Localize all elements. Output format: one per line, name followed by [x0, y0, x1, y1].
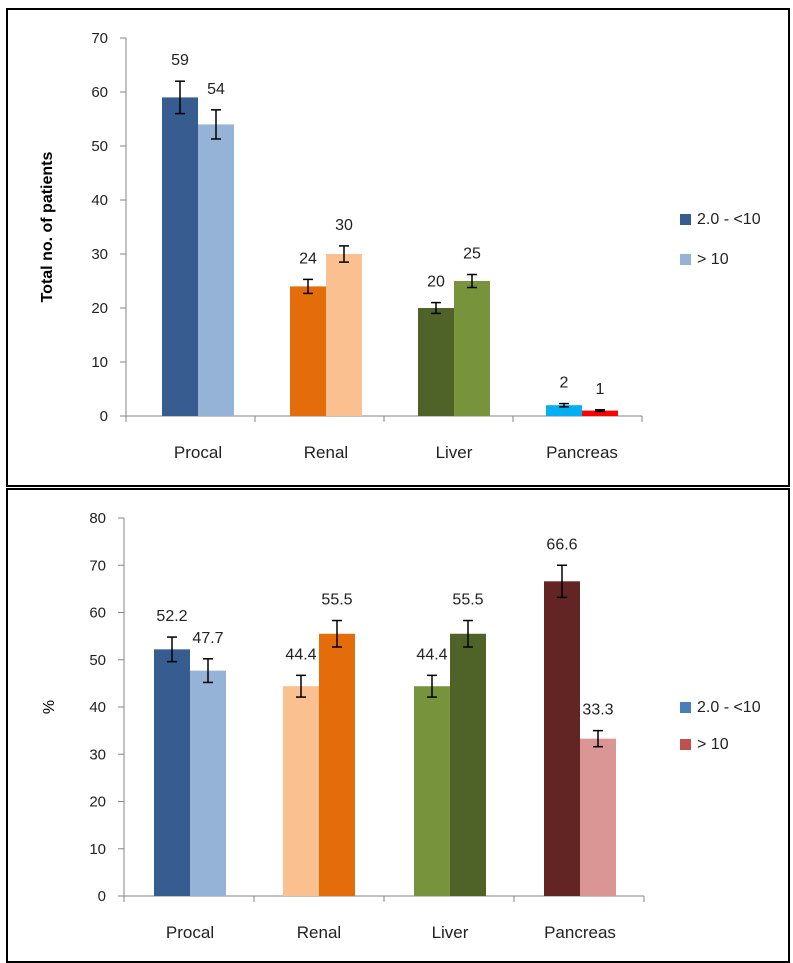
data-label: 1 [596, 381, 605, 398]
y-tick-label: 50 [89, 652, 106, 669]
chart-bottom-svg: 0 10 20 30 40 50 60 70 80 Procal Renal Liver Pancrea… [41, 510, 761, 942]
data-label: 20 [427, 274, 445, 291]
bar [290, 286, 326, 416]
y-axis-title: Total no. of patients [39, 152, 56, 303]
bar [450, 633, 486, 896]
bar [414, 686, 450, 896]
legend-swatch [680, 739, 691, 750]
bar [326, 254, 362, 416]
x-category-label: Pancreas [546, 443, 618, 462]
legend-label: 2.0 - <10 [697, 211, 761, 228]
y-tick-label: 0 [98, 888, 106, 905]
y-tick-label: 10 [89, 841, 106, 858]
legend-label: > 10 [697, 736, 729, 753]
data-label: 30 [335, 217, 353, 234]
y-tick-label: 70 [91, 30, 108, 47]
bar [190, 670, 226, 896]
data-label: 59 [171, 52, 189, 69]
legend-label: 2.0 - <10 [697, 699, 761, 716]
bar [580, 738, 616, 896]
data-label: 44.4 [285, 646, 316, 663]
y-tick-label: 30 [91, 246, 108, 263]
bar [162, 97, 198, 417]
y-tick-label: 50 [91, 138, 108, 155]
data-label: 33.3 [582, 702, 613, 719]
bar [544, 581, 580, 896]
chart-top-svg: 0 10 20 30 40 50 60 70 Procal Renal Liver Pancreas T… [39, 30, 761, 462]
y-tick-label: 30 [89, 746, 106, 763]
data-label: 24 [299, 250, 317, 267]
bar [319, 633, 355, 896]
legend-label: > 10 [697, 251, 729, 268]
bar [454, 281, 490, 416]
y-tick-label: 60 [89, 605, 106, 622]
y-tick-label: 40 [89, 699, 106, 716]
bar [546, 405, 582, 416]
bar [582, 410, 618, 416]
y-tick-label: 60 [91, 84, 108, 101]
x-category-label: Renal [297, 923, 341, 942]
data-label: 54 [207, 81, 225, 98]
x-category-label: Renal [304, 443, 348, 462]
data-label: 55.5 [452, 592, 483, 609]
data-label: 55.5 [321, 592, 352, 609]
x-category-label: Liver [432, 923, 469, 942]
x-category-label: Procal [166, 923, 214, 942]
y-tick-label: 40 [91, 192, 108, 209]
y-tick-label: 20 [89, 794, 106, 811]
legend-swatch [680, 214, 691, 225]
bar [198, 124, 234, 417]
data-label: 44.4 [416, 646, 447, 663]
chart-panel-top: 0 10 20 30 40 50 60 70 Procal Renal Liver Pancreas T… [6, 8, 790, 487]
y-tick-label: 20 [91, 300, 108, 317]
data-label: 2 [560, 375, 569, 392]
data-label: 47.7 [192, 630, 223, 647]
y-tick-label: 70 [89, 557, 106, 574]
data-label: 25 [463, 246, 481, 263]
y-tick-label: 10 [91, 354, 108, 371]
data-label: 66.6 [546, 536, 577, 553]
legend-swatch [680, 702, 691, 713]
data-label: 52.2 [156, 608, 187, 625]
x-category-label: Pancreas [544, 923, 616, 942]
x-category-label: Procal [174, 443, 222, 462]
y-tick-label: 80 [89, 510, 106, 527]
bar [283, 686, 319, 896]
y-tick-label: 0 [100, 408, 108, 425]
x-category-label: Liver [436, 443, 473, 462]
chart-panel-bottom: 0 10 20 30 40 50 60 70 80 Procal Renal Liver Pancrea… [6, 488, 790, 963]
legend-swatch [680, 254, 691, 265]
bar [418, 308, 454, 416]
y-axis-title: % [41, 700, 58, 714]
bar [154, 649, 190, 896]
